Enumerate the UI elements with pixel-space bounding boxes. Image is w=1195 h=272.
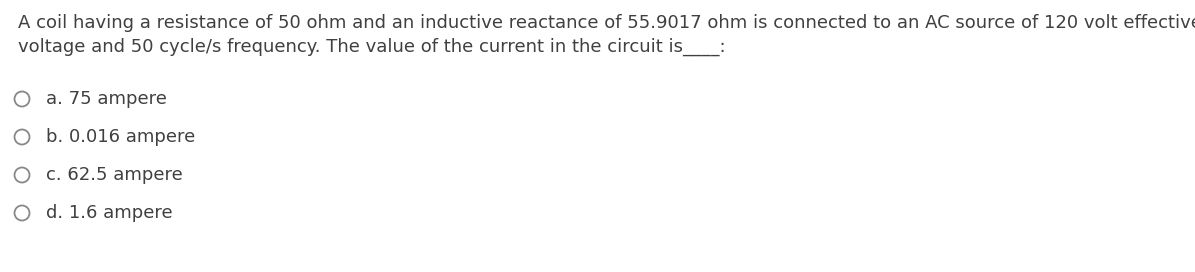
Text: voltage and 50 cycle/s frequency. The value of the current in the circuit is____: voltage and 50 cycle/s frequency. The va… (18, 38, 725, 56)
Text: a. 75 ampere: a. 75 ampere (45, 90, 167, 108)
Text: c. 62.5 ampere: c. 62.5 ampere (45, 166, 183, 184)
Text: A coil having a resistance of 50 ohm and an inductive reactance of 55.9017 ohm i: A coil having a resistance of 50 ohm and… (18, 14, 1195, 32)
Text: b. 0.016 ampere: b. 0.016 ampere (45, 128, 195, 146)
Text: d. 1.6 ampere: d. 1.6 ampere (45, 204, 172, 222)
